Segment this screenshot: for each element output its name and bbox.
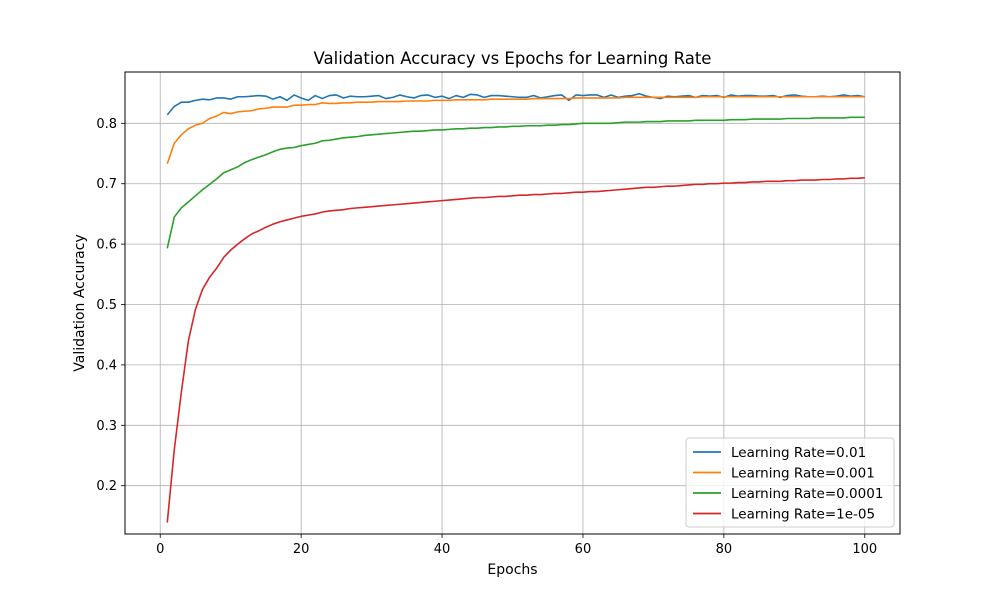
legend-label: Learning Rate=0.001	[731, 465, 875, 481]
y-tick-label: 0.7	[96, 177, 117, 192]
x-tick-label: 0	[156, 542, 164, 557]
y-axis-label: Validation Accuracy	[72, 234, 88, 372]
series-line-3	[166, 176, 865, 523]
x-axis-label: Epochs	[487, 562, 537, 578]
legend-label: Learning Rate=0.01	[731, 445, 866, 461]
x-tick-label: 60	[575, 542, 592, 557]
x-tick-label: 20	[293, 542, 310, 557]
legend: Learning Rate=0.01 Learning Rate=0.001 Lea…	[685, 437, 895, 528]
x-tick-label: 40	[434, 542, 451, 557]
plot-area-frame	[124, 71, 901, 535]
x-tick-label: 80	[716, 542, 733, 557]
axis-ticks: 0 20 40 60 80 100 0.2 0.3 0.4 0.5 0.6 0.7 0.8	[96, 117, 877, 557]
x-tick-label: 100	[852, 542, 877, 557]
y-tick-label: 0.4	[96, 358, 117, 373]
series-lines	[166, 92, 865, 523]
legend-label: Learning Rate=1e-05	[731, 506, 875, 522]
y-tick-label: 0.5	[96, 298, 117, 313]
legend-label: Learning Rate=0.0001	[731, 486, 883, 502]
y-tick-label: 0.2	[96, 479, 117, 494]
chart-title: Validation Accuracy vs Epochs for Learni…	[314, 49, 712, 68]
legend-box	[685, 437, 895, 528]
series-line-0	[166, 92, 865, 116]
y-tick-label: 0.8	[96, 117, 117, 132]
series-line-2	[166, 116, 865, 249]
y-tick-label: 0.6	[96, 238, 117, 253]
series-line-1	[166, 95, 865, 165]
y-tick-label: 0.3	[96, 419, 117, 434]
